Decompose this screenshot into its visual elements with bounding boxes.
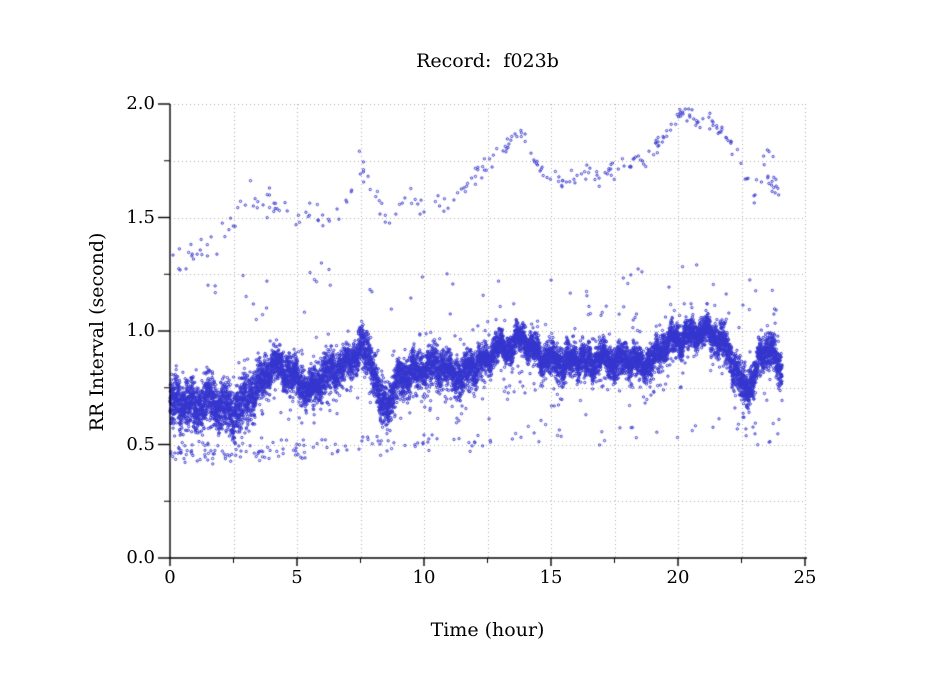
x-tick-label: 10 [412, 567, 436, 588]
x-tick-label: 15 [539, 567, 563, 588]
y-tick-label: 0.5 [126, 433, 155, 455]
x-tick-label: 0 [164, 567, 176, 588]
y-axis-label: RR Interval (second) [86, 232, 108, 432]
y-tick-label: 1.5 [126, 206, 155, 228]
x-tick-label: 20 [666, 567, 690, 588]
y-tick-label: 0.0 [126, 547, 155, 568]
x-tick-label: 25 [793, 567, 817, 588]
x-tick-label: 5 [291, 567, 303, 588]
x-axis-label: Time (hour) [430, 619, 545, 641]
y-tick-label: 1.0 [126, 320, 155, 341]
y-tick-label: 2.0 [126, 93, 155, 114]
